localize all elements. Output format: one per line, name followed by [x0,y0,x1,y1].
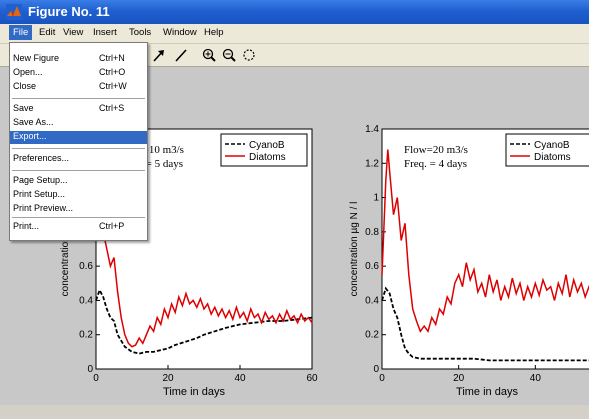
chart-annotation: Freq. = 4 days [404,158,467,170]
y-tick-label: 0.4 [79,295,93,306]
menu-separator [12,148,145,149]
menu-item-shortcut: Ctrl+W [99,81,127,91]
menu-item-print-setup[interactable]: Print Setup... [10,189,147,202]
x-tick-label: 60 [306,373,318,384]
x-tick-label: 40 [234,373,246,384]
menu-item-label: Save [13,103,34,113]
menu-item-label: Export... [13,131,47,141]
menu-separator [12,98,145,99]
x-tick-label: 0 [379,373,385,384]
y-tick-label: 0.2 [79,330,93,341]
chart-2: 0 20 40 0 0.2 0.4 0.6 0.8 1 1.2 1.4 Time in days con… [349,124,589,398]
menu-item-export[interactable]: Export... [10,131,147,144]
menu-item-new-figure[interactable]: New Figure Ctrl+N [10,53,147,66]
y-tick-label: 0.8 [365,227,379,238]
menu-item-label: Print Setup... [13,189,65,199]
menu-item-label: Preferences... [13,153,69,163]
menu-item-save-as[interactable]: Save As... [10,117,147,130]
menu-separator [12,170,145,171]
y-tick-label: 0.6 [365,261,379,272]
y-tick-label: 1 [373,193,379,204]
file-menu-dropdown: New Figure Ctrl+N Open... Ctrl+O Close Ctrl+W… [9,42,148,241]
x-tick-label: 0 [93,373,99,384]
menu-item-print[interactable]: Print... Ctrl+P [10,221,147,234]
menu-item-preferences[interactable]: Preferences... [10,153,147,166]
menu-item-label: Page Setup... [13,175,68,185]
y-tick-label: 0.4 [365,295,379,306]
y-tick-label: 1.2 [365,158,379,169]
menu-item-close[interactable]: Close Ctrl+W [10,81,147,94]
menu-item-label: New Figure [13,53,59,63]
y-tick-label: 0 [87,364,93,375]
menu-item-shortcut: Ctrl+O [99,67,125,77]
menu-item-shortcut: Ctrl+P [99,221,124,231]
x-tick-label: 20 [162,373,174,384]
legend-entry: CyanoB [534,140,570,151]
menu-item-print-preview[interactable]: Print Preview... [10,203,147,216]
menu-separator [12,217,145,218]
y-tick-label: 0 [373,364,379,375]
menu-item-label: Open... [13,67,43,77]
menu-item-label: Print... [13,221,39,231]
x-tick-label: 20 [453,373,465,384]
chart-annotation: Flow=20 m3/s [404,144,468,156]
legend-entry: CyanoB [249,140,285,151]
menu-item-page-setup[interactable]: Page Setup... [10,175,147,188]
y-tick-label: 0.6 [79,261,93,272]
menu-item-shortcut: Ctrl+S [99,103,124,113]
menu-item-label: Print Preview... [13,203,73,213]
x-axis-label: Time in days [163,386,225,398]
legend-entry: Diatoms [249,152,286,163]
menu-item-open[interactable]: Open... Ctrl+O [10,67,147,80]
menu-item-label: Save As... [13,117,54,127]
menu-item-save[interactable]: Save Ctrl+S [10,103,147,116]
x-tick-label: 40 [530,373,542,384]
y-axis-label: concentration µg N / l [349,202,360,297]
legend-entry: Diatoms [534,152,571,163]
x-axis-label: Time in days [456,386,518,398]
y-tick-label: 1.4 [365,124,379,135]
menu-item-shortcut: Ctrl+N [99,53,125,63]
y-tick-label: 0.2 [365,330,379,341]
menu-item-label: Close [13,81,36,91]
